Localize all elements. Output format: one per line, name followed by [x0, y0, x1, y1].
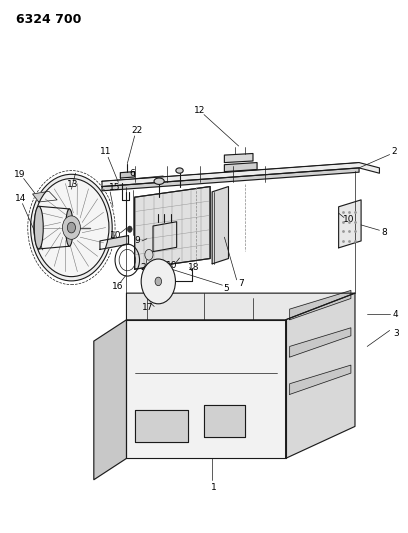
Polygon shape — [290, 328, 351, 357]
Text: 6: 6 — [130, 169, 135, 177]
Text: 13: 13 — [67, 181, 78, 189]
Ellipse shape — [66, 209, 73, 246]
Polygon shape — [120, 172, 135, 178]
Polygon shape — [135, 187, 210, 269]
Text: 4: 4 — [393, 310, 399, 319]
Text: 22: 22 — [131, 126, 142, 135]
Text: 19: 19 — [14, 170, 25, 179]
Circle shape — [141, 259, 175, 304]
Text: 7: 7 — [238, 279, 244, 288]
Text: 17: 17 — [142, 303, 153, 311]
Polygon shape — [153, 222, 177, 252]
Text: 5: 5 — [224, 285, 229, 293]
Circle shape — [34, 179, 109, 277]
Circle shape — [31, 174, 112, 281]
Text: 12: 12 — [194, 106, 206, 115]
Polygon shape — [100, 236, 129, 249]
Polygon shape — [224, 163, 257, 172]
Polygon shape — [126, 293, 355, 320]
Circle shape — [145, 249, 153, 260]
Polygon shape — [212, 187, 228, 264]
Polygon shape — [290, 290, 351, 320]
Polygon shape — [224, 154, 253, 163]
Polygon shape — [39, 206, 69, 249]
Text: 21: 21 — [71, 258, 82, 266]
Polygon shape — [204, 405, 245, 437]
Text: 8: 8 — [381, 229, 387, 237]
Circle shape — [62, 216, 80, 239]
Polygon shape — [102, 168, 359, 191]
Text: 16: 16 — [112, 282, 123, 291]
Polygon shape — [126, 320, 286, 458]
Text: 20: 20 — [140, 263, 152, 272]
Ellipse shape — [154, 178, 164, 184]
Text: 10: 10 — [110, 231, 121, 239]
Text: 3: 3 — [393, 329, 399, 337]
Circle shape — [127, 226, 132, 232]
Text: 15: 15 — [109, 183, 120, 192]
Text: 10: 10 — [343, 215, 355, 224]
Text: 18: 18 — [188, 263, 200, 272]
Ellipse shape — [176, 168, 183, 173]
Text: 6324 700: 6324 700 — [16, 13, 82, 26]
Text: 11: 11 — [100, 148, 111, 156]
Circle shape — [67, 222, 75, 233]
Ellipse shape — [34, 206, 43, 249]
Polygon shape — [339, 200, 361, 248]
Polygon shape — [290, 365, 351, 394]
Text: 1: 1 — [211, 483, 217, 492]
Polygon shape — [286, 293, 355, 458]
Polygon shape — [135, 410, 188, 442]
Text: 14: 14 — [15, 194, 26, 203]
Text: 10: 10 — [166, 261, 177, 270]
Circle shape — [155, 277, 162, 286]
Polygon shape — [102, 163, 379, 187]
Polygon shape — [94, 320, 126, 480]
Polygon shape — [33, 191, 57, 202]
Text: 2: 2 — [391, 148, 397, 156]
Text: 9: 9 — [135, 237, 140, 245]
